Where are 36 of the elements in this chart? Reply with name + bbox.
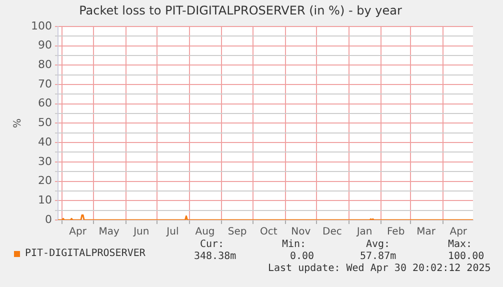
x-tick-label: May: [98, 226, 120, 238]
text: 57.87m: [360, 251, 396, 262]
y-tick-label: 100: [30, 19, 52, 32]
text: 348.38m: [194, 251, 236, 262]
x-tick-label: Jun: [132, 226, 150, 238]
x-tick-label: Apr: [69, 226, 88, 238]
chart-title: Packet loss to PIT-DIGITALPROSERVER (in %) - by year: [79, 3, 402, 18]
x-tick-label: Mar: [416, 226, 436, 238]
x-tick-label: Sep: [228, 226, 247, 238]
text: Avg:: [366, 239, 390, 250]
y-tick-label: 0: [44, 212, 52, 226]
x-tick-label: Dec: [322, 226, 342, 238]
x-tick-label: Nov: [291, 226, 311, 238]
y-tick-label: 40: [38, 135, 52, 148]
y-tick-label: 80: [38, 58, 52, 71]
x-tick-label: Feb: [386, 226, 405, 238]
y-tick-label: 30: [38, 154, 52, 168]
legend-label: PIT-DIGITALPROSERVER: [25, 248, 146, 259]
y-tick-label: 50: [38, 116, 52, 130]
y-tick-label: 70: [38, 77, 52, 90]
y-axis-title: %: [12, 118, 24, 128]
text: Max:: [448, 239, 472, 250]
x-tick-label: Apr: [450, 226, 468, 238]
x-tick-label: Aug: [195, 226, 215, 238]
text: 0.00: [290, 251, 314, 262]
x-tick-label: Oct: [260, 226, 278, 238]
text: 100.00: [448, 251, 484, 262]
x-tick-label: Jul: [166, 226, 179, 238]
text: Cur:: [200, 239, 224, 250]
y-tick-label: 20: [38, 174, 52, 188]
x-tick-label: Jan: [356, 226, 372, 238]
y-tick-label: 60: [38, 96, 52, 110]
y-tick-label: 90: [38, 38, 52, 52]
text: Min:: [282, 239, 306, 250]
text: Last update: Wed Apr 30 20:02:12 2025: [268, 263, 491, 274]
y-tick-label: 10: [38, 194, 52, 206]
